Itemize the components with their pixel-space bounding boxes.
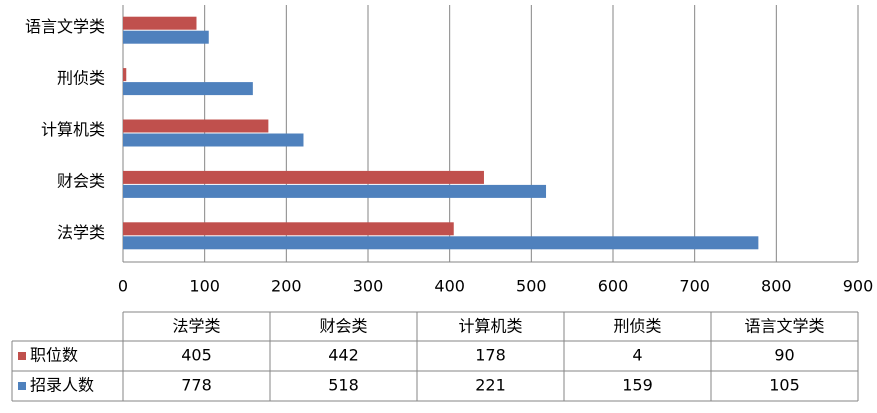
bar <box>123 222 454 236</box>
legend-key <box>18 382 26 390</box>
y-tick-label: 法学类 <box>57 223 105 242</box>
bar <box>123 184 547 198</box>
x-tick-label: 700 <box>679 277 710 296</box>
y-tick-label: 计算机类 <box>41 120 105 139</box>
table-value: 105 <box>769 376 800 395</box>
x-tick-label: 600 <box>598 277 629 296</box>
table-value: 778 <box>181 376 212 395</box>
y-tick-label: 财会类 <box>57 171 105 190</box>
x-tick-label: 400 <box>434 277 465 296</box>
table-value: 90 <box>774 346 794 365</box>
table-value: 159 <box>622 376 653 395</box>
bar <box>123 68 127 82</box>
legend-label: 职位数 <box>30 346 78 365</box>
table-header: 法学类 <box>172 317 220 336</box>
bar <box>123 30 209 44</box>
table-value: 442 <box>328 346 359 365</box>
bar <box>123 119 269 133</box>
legend-key <box>18 352 26 360</box>
y-tick-label: 语言文学类 <box>25 17 105 36</box>
table-value: 221 <box>475 376 506 395</box>
bar <box>123 236 759 250</box>
table-header: 财会类 <box>319 317 367 336</box>
bar <box>123 16 197 30</box>
x-tick-label: 0 <box>118 277 128 296</box>
bar <box>123 133 304 147</box>
x-tick-label: 200 <box>271 277 302 296</box>
bar <box>123 170 484 184</box>
table-value: 518 <box>328 376 359 395</box>
x-tick-label: 100 <box>189 277 220 296</box>
bar <box>123 82 253 96</box>
table-header: 计算机类 <box>458 317 522 336</box>
x-tick-label: 300 <box>353 277 384 296</box>
table-value: 178 <box>475 346 506 365</box>
x-tick-label: 500 <box>516 277 547 296</box>
table-header: 刑侦类 <box>613 317 661 336</box>
table-value: 405 <box>181 346 212 365</box>
table-value: 4 <box>632 346 642 365</box>
x-tick-label: 900 <box>843 277 874 296</box>
x-tick-label: 800 <box>761 277 792 296</box>
y-tick-label: 刑侦类 <box>57 69 105 88</box>
legend-label: 招录人数 <box>30 376 94 395</box>
table-header: 语言文学类 <box>744 317 824 336</box>
